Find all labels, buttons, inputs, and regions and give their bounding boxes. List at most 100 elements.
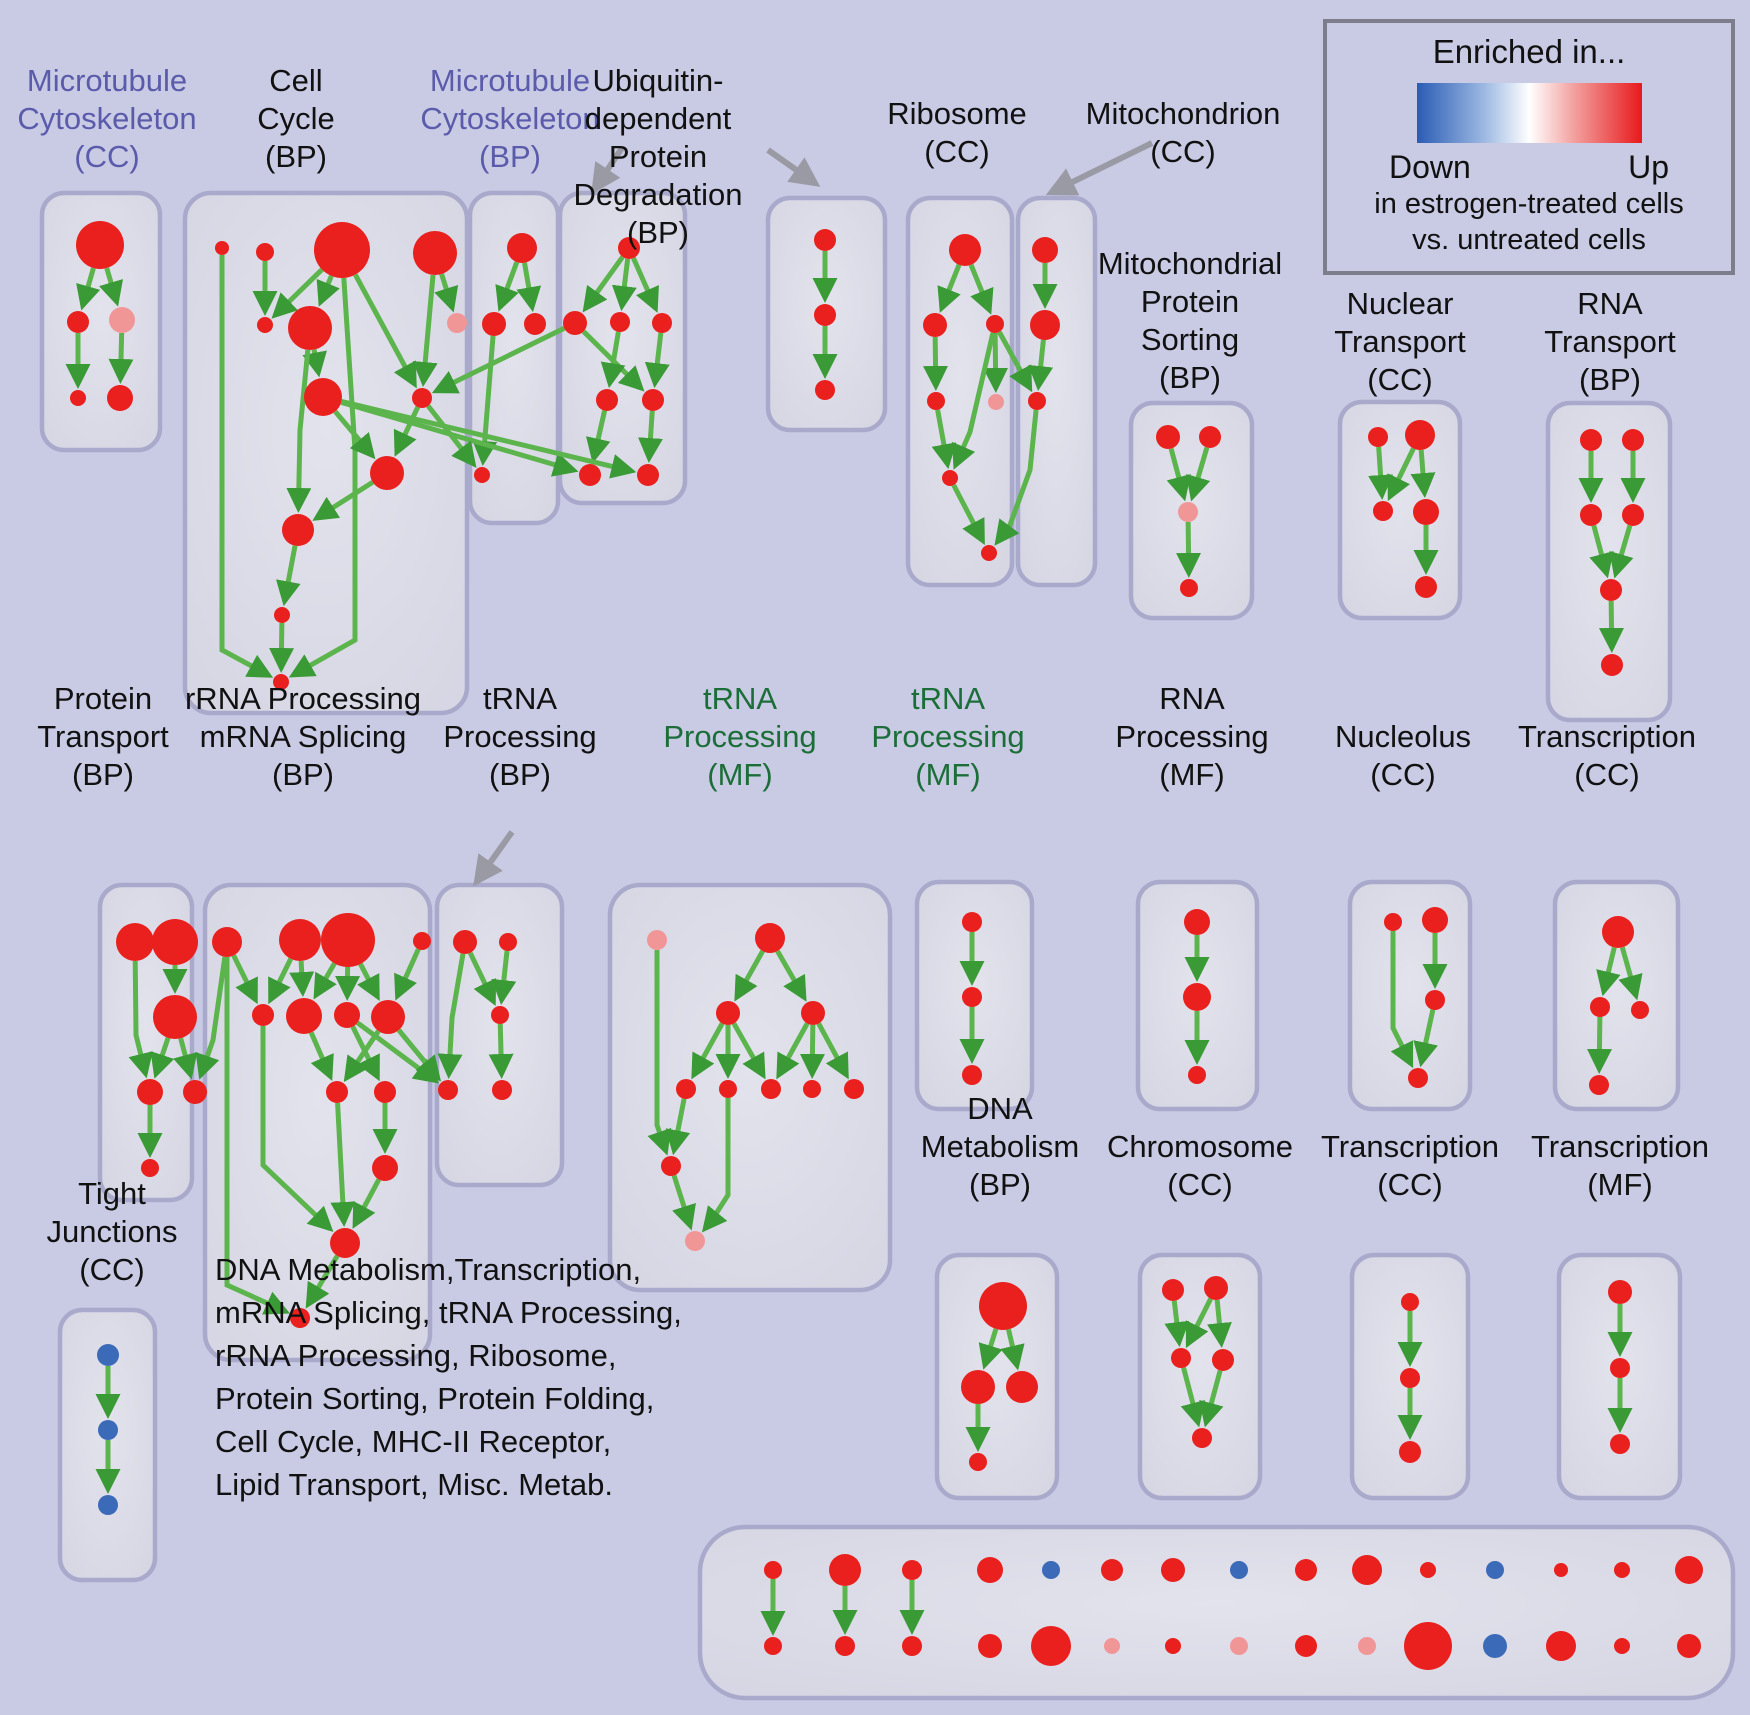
cluster-label-transcription-cc-row2: Transcription (CC)	[1517, 719, 1697, 792]
go-node-MX10b	[1358, 1637, 1376, 1655]
go-node-PT3	[153, 995, 197, 1039]
go-node-TF2	[1610, 1358, 1630, 1378]
edge-PT3-PT5	[173, 1037, 198, 1080]
edge-TM1-TM2	[734, 949, 765, 1002]
go-node-MX12t	[1486, 1561, 1504, 1579]
go-node-R3	[986, 315, 1004, 333]
go-node-C10	[370, 456, 404, 490]
go-node-RRG	[372, 1155, 398, 1181]
legend-subtitle-line1: in estrogen-treated cells	[1374, 188, 1684, 220]
misc-clusters-note: DNA Metabolism,Transcription, mRNA Splic…	[215, 1252, 682, 1502]
edge-RRA-RRH	[260, 1026, 334, 1232]
edge-U1E-U1G	[585, 410, 611, 464]
edge-A1-A2	[76, 267, 101, 311]
go-node-TC2	[1590, 997, 1610, 1017]
edge-CH4-CH5	[1199, 1369, 1224, 1428]
go-node-TA1	[1401, 1293, 1419, 1311]
go-node-MX3b	[902, 1636, 922, 1656]
go-node-TS1	[962, 912, 982, 932]
go-node-RR3	[321, 913, 375, 967]
go-node-C6	[288, 306, 332, 350]
go-node-NL2	[1422, 907, 1448, 933]
cluster-label-nuclear-transport-cc: Nuclear Transport (CC)	[1334, 286, 1466, 397]
edge-C8-U1G	[340, 399, 579, 477]
go-node-TM1	[755, 923, 785, 953]
cluster-label-rrna-mrna-bp: rRNA Processing mRNA Splicing (BP)	[184, 681, 422, 792]
go-node-TJ1	[97, 1344, 119, 1366]
cluster-box-nuclear-transport	[1337, 399, 1463, 621]
legend-gradient-bar	[1416, 83, 1642, 143]
go-node-T4	[1622, 504, 1644, 526]
go-node-CH5	[1192, 1428, 1212, 1448]
go-node-B2	[482, 312, 506, 336]
cluster-label-microtubule-bp: Microtubule Cytoskeleton (BP)	[420, 63, 600, 174]
edge-TM4-TM9	[665, 1098, 691, 1156]
arrow-to-ubiquitin-box2	[766, 147, 821, 187]
go-node-RP3	[1188, 1066, 1206, 1084]
go-node-U2B	[814, 304, 836, 326]
go-node-U1E	[596, 389, 618, 411]
edge-DM1-DM2	[978, 1328, 1003, 1370]
go-node-TA2	[1400, 1368, 1420, 1388]
go-node-T6	[1601, 654, 1623, 676]
go-node-P1	[1156, 425, 1180, 449]
go-node-R2	[923, 313, 947, 337]
edge-C6-C11	[286, 349, 312, 514]
go-node-MX13t	[1554, 1563, 1568, 1577]
edge-B2-B4	[472, 335, 498, 467]
go-node-N1	[1368, 427, 1388, 447]
cluster-label-trna-processing-mf-2: tRNA Processing (MF)	[871, 681, 1025, 792]
edge-TM3-TM8	[816, 1022, 849, 1080]
edge-RR1-PT5	[195, 956, 228, 1080]
edge-A1-A3	[99, 267, 124, 307]
go-node-R1	[949, 234, 981, 266]
legend-title: Enriched in...	[1432, 33, 1626, 70]
go-node-CH2	[1204, 1276, 1228, 1300]
edge-TC1-TC3	[1618, 946, 1643, 1001]
cluster-label-rna-processing-mf: RNA Processing (MF)	[1115, 681, 1269, 792]
edge-R3-R5	[983, 332, 1009, 394]
cluster-box-transcription-cc-r2	[1552, 879, 1681, 1112]
go-node-MX15t	[1675, 1556, 1703, 1584]
edge-R1-R2	[937, 263, 962, 313]
go-node-U1C	[610, 312, 630, 332]
go-node-A4	[70, 390, 86, 406]
edge-C12-C13	[269, 622, 295, 674]
cluster-label-ribosome-cc: Ribosome (CC)	[887, 96, 1027, 169]
arrow-to-mitochondrion-box	[1045, 140, 1154, 196]
go-node-TF1	[1608, 1280, 1632, 1304]
go-node-DM3	[1006, 1371, 1038, 1403]
go-node-A1	[76, 221, 124, 269]
edge-PT3-PT4	[150, 1037, 175, 1079]
edge-RRG-RRH	[352, 1178, 382, 1229]
go-node-MX11b	[1404, 1622, 1452, 1670]
edge-TM9-TM10	[671, 1174, 696, 1231]
go-node-PT4	[137, 1079, 163, 1105]
go-node-U1B	[563, 311, 587, 335]
edge-R3-M3	[997, 330, 1033, 393]
cluster-box-misc-strip	[697, 1524, 1736, 1701]
go-node-RR4	[413, 932, 431, 950]
go-node-RP1	[1184, 909, 1210, 935]
edge-U1F-U1H	[637, 410, 663, 464]
go-node-DM1	[979, 1282, 1027, 1330]
go-node-TC3	[1631, 1001, 1649, 1019]
go-node-TM10	[685, 1231, 705, 1251]
cluster-label-mitochondrion-cc: Mitochondrion (CC)	[1085, 96, 1281, 169]
go-node-R5	[988, 394, 1004, 410]
edge-T3-T5	[1589, 524, 1614, 579]
go-node-MX15b	[1677, 1634, 1701, 1658]
go-node-N2	[1405, 420, 1435, 450]
go-node-A3	[109, 307, 135, 333]
go-node-MX5b	[1031, 1626, 1071, 1666]
go-node-C1	[215, 241, 229, 255]
edge-C9-B4	[426, 404, 477, 468]
go-node-TJ2	[98, 1420, 118, 1440]
edge-RR3-RRD	[357, 962, 380, 1002]
edge-TC1-TC2	[1596, 946, 1621, 997]
go-node-MX9t	[1295, 1559, 1317, 1581]
edge-R4-R6	[931, 409, 957, 470]
edge-C8-U1H	[340, 399, 637, 479]
go-node-NL1	[1384, 913, 1402, 931]
